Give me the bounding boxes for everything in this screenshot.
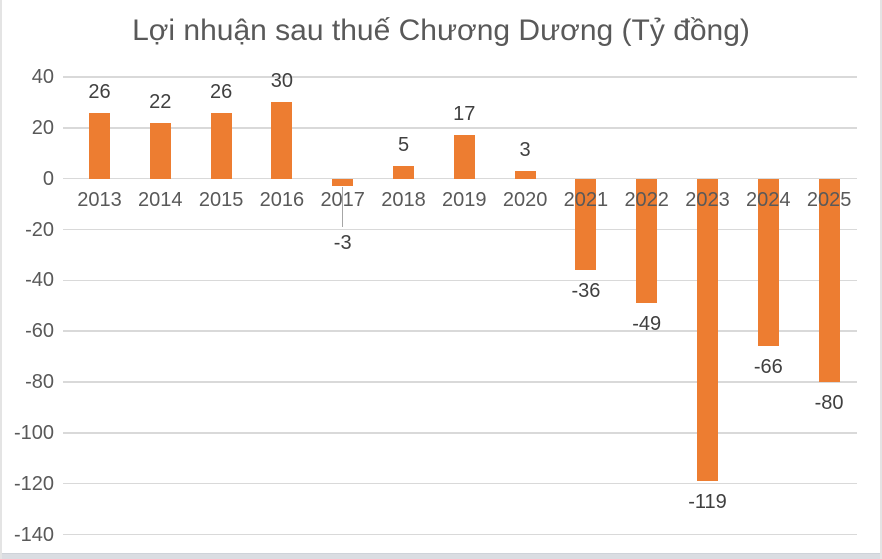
y-axis-tick--100: -100 [13,421,54,444]
x-axis-tick-2013: 2013 [77,189,122,211]
y-axis-tick--40: -40 [25,269,54,292]
x-axis-tick-2021: 2021 [563,189,609,211]
data-label-2020: 3 [519,139,531,162]
y-axis-tick-0: 0 [42,167,54,190]
data-label-2025: -80 [814,392,844,414]
gridline--80 [63,381,857,383]
bar-2024 [757,178,779,347]
x-axis-tick-2014: 2014 [138,189,183,211]
x-axis-tick-2016: 2016 [259,189,305,211]
x-axis-tick-2018: 2018 [381,189,426,211]
y-axis-tick--80: -80 [25,371,54,393]
data-label-2022: -49 [632,313,662,336]
x-axis-tick-2020: 2020 [502,189,548,211]
x-axis-tick-2019: 2019 [442,189,487,211]
gridline-40 [63,76,857,78]
chart-title: Lợi nhuận sau thuế Chương Dương (Tỷ đồng… [132,14,750,47]
x-axis-tick-2024: 2024 [746,189,791,211]
y-axis-tick--140: -140 [13,523,54,546]
data-label-2019: 17 [453,103,476,126]
x-axis-tick-2025: 2025 [806,189,852,211]
gridline--100 [63,432,857,434]
bar-2020 [514,171,536,179]
bar-2014 [149,122,171,179]
gridline-20 [63,127,857,129]
x-axis-tick-2023: 2023 [685,189,730,211]
data-label-2015: 26 [209,80,233,103]
bar-2017 [332,178,354,187]
gridline--60 [63,330,857,332]
x-axis-tick-2017: 2017 [320,189,365,211]
data-label-2016: 30 [270,70,294,93]
gridline--40 [63,279,857,282]
y-axis-tick-40: 40 [31,66,54,88]
data-label-2024: -66 [753,356,783,379]
x-axis-tick-2015: 2015 [198,189,244,211]
bar-2023 [697,178,718,482]
y-axis-tick-20: 20 [31,116,54,139]
gridline--120 [63,482,857,485]
bar-2018 [393,165,414,179]
data-label-2018: 5 [397,133,410,156]
gridline--20 [63,228,857,231]
data-label-2017: -3 [333,232,352,255]
y-axis-tick--60: -60 [25,320,54,343]
y-axis-tick--120: -120 [13,472,54,495]
bar-2015 [210,112,232,179]
bar-2019 [453,135,475,179]
data-label-2023: -119 [688,491,727,514]
bar-2025 [818,178,840,382]
data-label-2014: 22 [149,90,172,113]
bar-2021 [575,178,597,271]
bar-2022 [636,178,658,304]
x-axis-tick-2022: 2022 [624,189,669,211]
data-label-2021: -36 [571,280,601,303]
y-axis-tick--20: -20 [25,218,54,241]
window-bottom-edge [2,553,880,559]
bar-2013 [89,112,110,179]
data-label-2013: 26 [88,80,111,103]
label-leader-line-2017 [342,187,344,228]
bar-2016 [271,102,293,179]
gridline--140 [63,533,857,536]
